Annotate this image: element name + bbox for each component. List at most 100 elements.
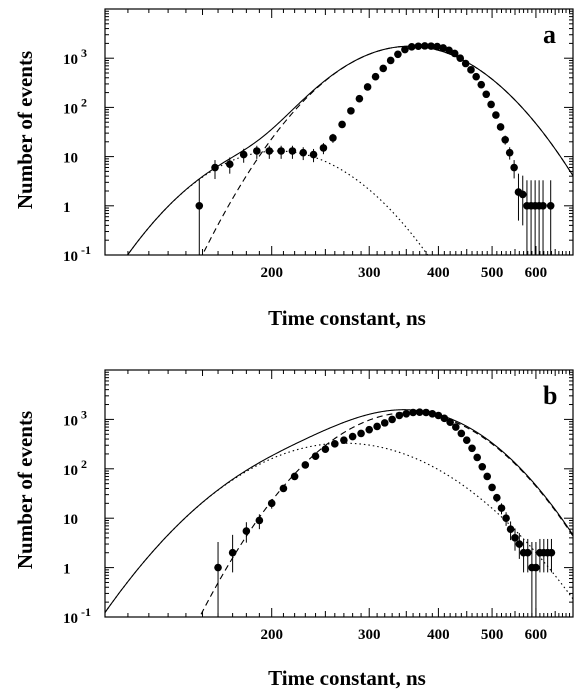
data-point [365, 425, 374, 434]
data-point [478, 462, 487, 471]
fit-curves [126, 45, 573, 255]
data-point [457, 429, 466, 438]
data-point [288, 147, 297, 155]
data-point [446, 418, 454, 426]
data-point [450, 49, 459, 58]
data-point [340, 436, 348, 444]
data-point [277, 147, 285, 155]
y-tick-base: 10 [63, 249, 78, 265]
y-tick-label: 10 [63, 512, 78, 528]
data-point [363, 83, 372, 91]
data-point [401, 45, 409, 54]
y-tick-base: 10 [63, 413, 78, 429]
data-point [329, 134, 337, 142]
y-tick-label: 10 -1 [63, 243, 91, 265]
x-tick-label: 600 [525, 265, 548, 281]
data-point [532, 563, 540, 572]
y-tick-exponent: 3 [81, 46, 87, 60]
x-tick-label: 600 [525, 627, 548, 643]
data-point [338, 120, 346, 129]
data-point [290, 472, 299, 481]
y-axis-label: Number of events [13, 411, 37, 569]
data-point [483, 472, 492, 481]
data-point [506, 525, 515, 533]
data-point [348, 432, 357, 441]
data-point [487, 100, 495, 109]
data-point [299, 148, 308, 157]
x-tick-label: 200 [260, 627, 283, 643]
data-point [505, 148, 514, 157]
data-point [523, 548, 532, 557]
data-point [467, 66, 475, 74]
y-tick-label: 10 2 [63, 95, 87, 117]
data-point [518, 190, 527, 199]
data-point [433, 42, 442, 51]
data-point [440, 414, 449, 423]
data-point [415, 408, 424, 416]
data-point [428, 409, 437, 418]
data-point [488, 483, 496, 492]
panel-label: b [543, 381, 557, 410]
data-point [267, 499, 276, 508]
fit-curve-dashed [201, 45, 573, 255]
data-point [496, 123, 505, 131]
data-point [461, 59, 470, 68]
data-point [331, 440, 339, 448]
data-point [388, 415, 396, 424]
data-point [473, 453, 481, 462]
data-point [311, 452, 320, 460]
data-point [502, 514, 510, 522]
y-tick-base: 10 [63, 512, 78, 528]
data-point [501, 135, 509, 144]
plot-frame [104, 8, 574, 256]
data-point [515, 540, 524, 548]
x-tick-label: 500 [481, 627, 504, 643]
data-point [482, 90, 491, 99]
data-point [386, 56, 395, 65]
y-tick-exponent: 3 [81, 407, 87, 421]
data-point [239, 150, 248, 159]
data-point [434, 411, 443, 420]
y-tick-label: 1 [63, 562, 71, 578]
data-point [492, 111, 500, 119]
data-point [255, 516, 264, 525]
y-tick-base: 10 [63, 151, 78, 167]
data-point [225, 160, 234, 169]
data-point [445, 46, 453, 55]
data-point [321, 445, 330, 453]
data-point [427, 42, 435, 50]
y-tick-label: 10 [63, 151, 78, 167]
fit-curve-dotted [126, 150, 429, 255]
data-point [472, 72, 480, 81]
y-tick-base: 1 [63, 562, 71, 578]
x-tick-label: 200 [260, 265, 283, 281]
data-point [477, 80, 486, 89]
data-point [547, 548, 556, 557]
panel-label: a [543, 20, 556, 49]
data-point [407, 43, 416, 51]
data-point [493, 493, 501, 502]
x-tick-label: 400 [427, 265, 450, 281]
y-tick-exponent: 2 [81, 457, 87, 471]
data-point [301, 461, 310, 469]
data-point [468, 444, 476, 453]
data-point [497, 504, 506, 512]
data-point [214, 563, 222, 572]
y-tick-label: 10 3 [63, 407, 87, 429]
fit-curves [105, 409, 573, 617]
y-tick-base: 10 [63, 463, 78, 479]
fit-curve-solid [126, 45, 573, 255]
data-point [195, 202, 204, 210]
data-point [347, 107, 355, 115]
y-tick-base: 10 [63, 52, 78, 68]
y-tick-exponent: 2 [81, 95, 87, 109]
data-point [211, 163, 219, 172]
data-point [452, 423, 460, 431]
y-tick-base: 10 [63, 101, 78, 117]
data-point [511, 534, 519, 542]
plot-frame [104, 369, 574, 618]
data-point [319, 144, 328, 152]
data-point [242, 527, 251, 535]
data-point [394, 50, 402, 59]
